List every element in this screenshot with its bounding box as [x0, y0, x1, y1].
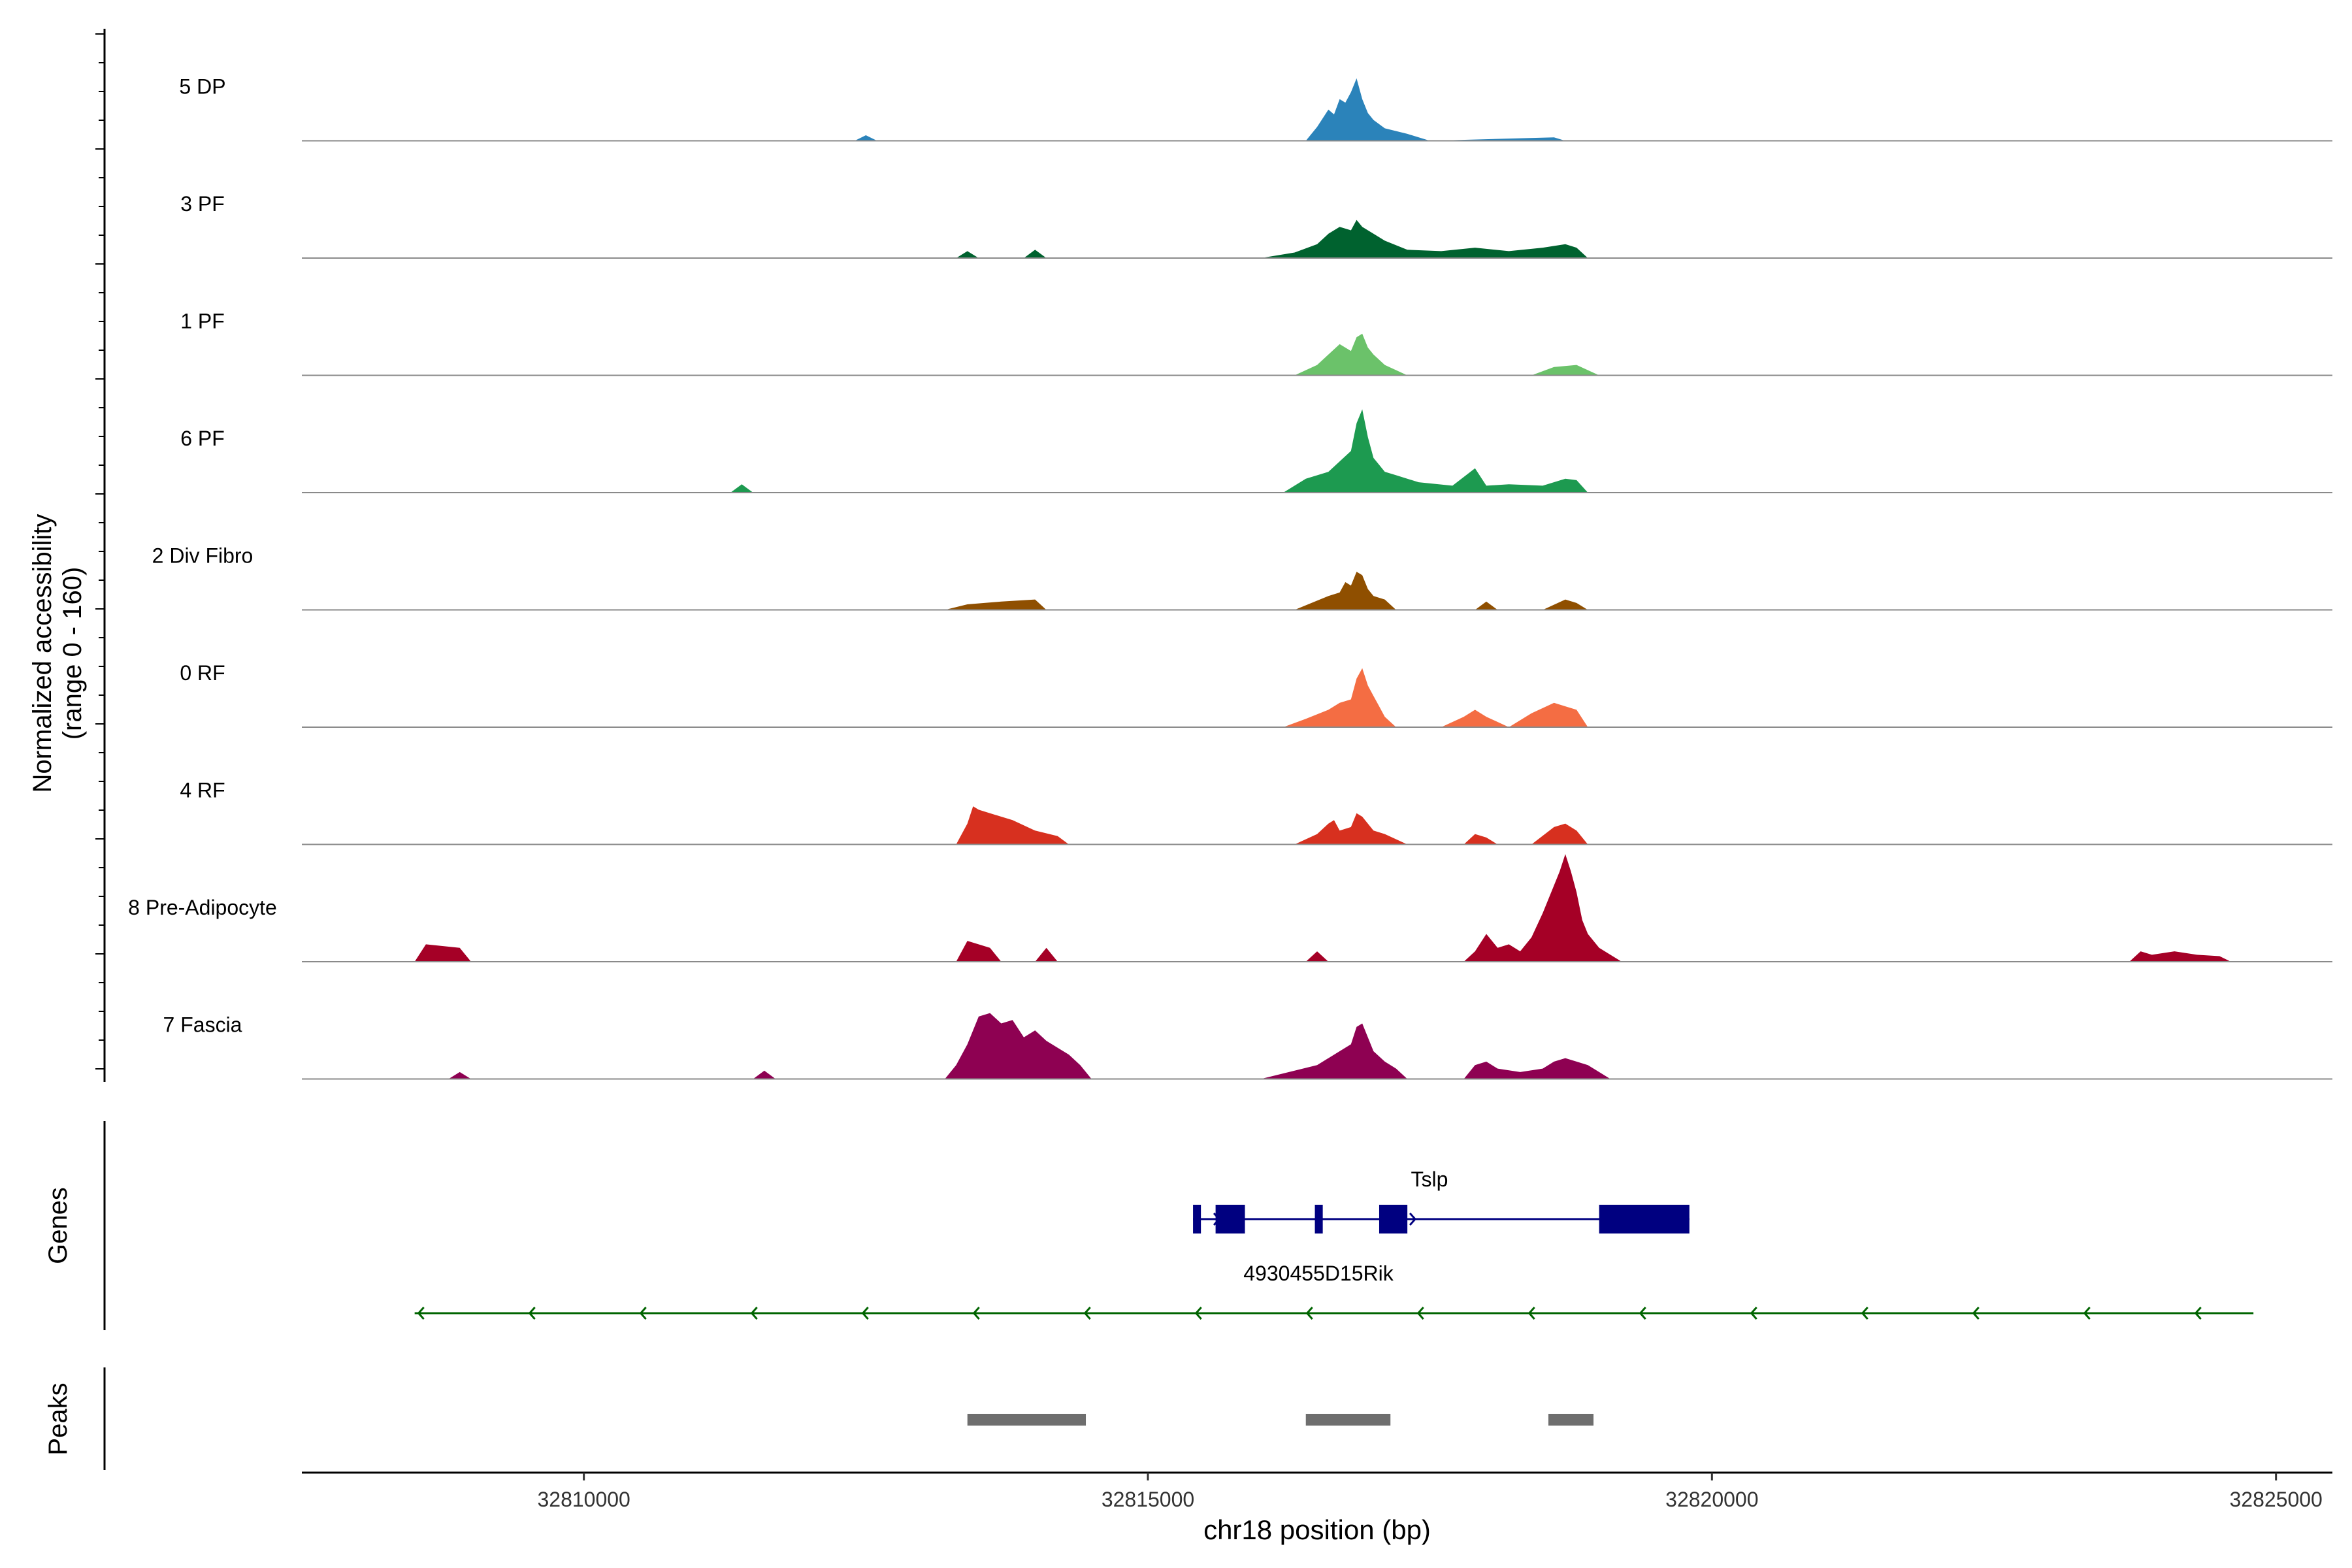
gene-name: Tslp [1411, 1168, 1448, 1191]
exon [1599, 1205, 1690, 1233]
strand-arrow [1861, 1307, 1869, 1320]
x-tick-label: 32810000 [537, 1488, 630, 1511]
strand-arrow [1639, 1307, 1646, 1320]
gene-Tslp: Tslp [1193, 1168, 1690, 1233]
coverage-area [730, 409, 1588, 493]
track-3: 1 PF [180, 310, 2332, 376]
strand-arrow [1972, 1307, 1980, 1320]
exon [1379, 1205, 1408, 1233]
strand-arrow [2083, 1307, 2091, 1320]
strand-arrow [972, 1307, 980, 1320]
gene-4930455D15Rik: 4930455D15Rik [414, 1262, 2254, 1320]
coverage-tracks: 5 DP 3 PF 1 PF 6 PF 2 Div Fibro 0 RF 4 RF 8 Pre… [128, 75, 2332, 1080]
track-8: 8 Pre-Adipocyte [128, 854, 2332, 962]
x-axis-title: chr18 position (bp) [1203, 1514, 1431, 1545]
y-axis-label: Normalized accessibility (range 0 - 160) [28, 514, 87, 793]
genes-panel: Genes Tslp 4930455D15Rik [44, 1121, 2254, 1330]
y-axis-title-line1: Normalized accessibility [28, 514, 57, 793]
coverage-area [414, 854, 2231, 962]
coverage-area [1294, 333, 1599, 376]
track-9: 7 Fascia [163, 1013, 2332, 1080]
track-label: 6 PF [180, 427, 225, 450]
genes-axis-title: Genes [44, 1187, 73, 1264]
track-label: 1 PF [180, 310, 225, 333]
strand-arrow [1750, 1307, 1757, 1320]
track-5: 2 Div Fibro [152, 544, 2332, 611]
peak [967, 1414, 1086, 1426]
strand-arrow [528, 1307, 536, 1320]
track-6: 0 RF [180, 661, 2332, 728]
exon [1215, 1205, 1245, 1233]
track-label: 5 DP [179, 75, 225, 99]
peak [1548, 1414, 1594, 1426]
strand-arrow [861, 1307, 869, 1320]
track-1: 5 DP [179, 75, 2332, 142]
track-label: 7 Fascia [163, 1013, 242, 1037]
peak [1305, 1414, 1391, 1426]
coverage-area [945, 572, 1588, 610]
track-7: 4 RF [180, 779, 2332, 845]
x-axis: 32810000 32815000 32820000 32825000 chr18 p… [302, 1471, 2332, 1545]
track-4: 6 PF [180, 409, 2332, 493]
coverage-area [855, 78, 1565, 141]
coverage-area [1283, 668, 1588, 727]
track-2: 3 PF [180, 192, 2332, 259]
track-label: 2 Div Fibro [152, 544, 253, 568]
strand-arrow [417, 1307, 425, 1320]
coverage-area [448, 1013, 1610, 1079]
gene-name: 4930455D15Rik [1243, 1262, 1394, 1285]
exon [1315, 1205, 1323, 1233]
y-axis-title-line2: (range 0 - 160) [58, 567, 87, 740]
track-label: 8 Pre-Adipocyte [128, 896, 277, 919]
track-label: 0 RF [180, 661, 225, 685]
strand-arrow [1416, 1307, 1424, 1320]
strand-arrow [1083, 1307, 1091, 1320]
coverage-area [956, 220, 1588, 258]
strand-arrow [2194, 1307, 2202, 1320]
strand-arrow [1409, 1213, 1417, 1226]
x-tick-label: 32815000 [1102, 1488, 1194, 1511]
track-label: 4 RF [180, 779, 225, 802]
x-tick-label: 32820000 [1665, 1488, 1758, 1511]
strand-arrow [1305, 1307, 1313, 1320]
strand-arrow [1527, 1307, 1535, 1320]
strand-arrow [639, 1307, 647, 1320]
strand-arrow [1194, 1307, 1202, 1320]
strand-arrow [750, 1307, 758, 1320]
coverage-area [956, 806, 1588, 845]
coverage-axis [95, 29, 106, 1082]
peaks-panel: Peaks [44, 1367, 1594, 1470]
x-tick-label: 32825000 [2229, 1488, 2322, 1511]
track-label: 3 PF [180, 192, 225, 216]
exon [1193, 1205, 1201, 1233]
peaks-axis-title: Peaks [44, 1382, 73, 1455]
